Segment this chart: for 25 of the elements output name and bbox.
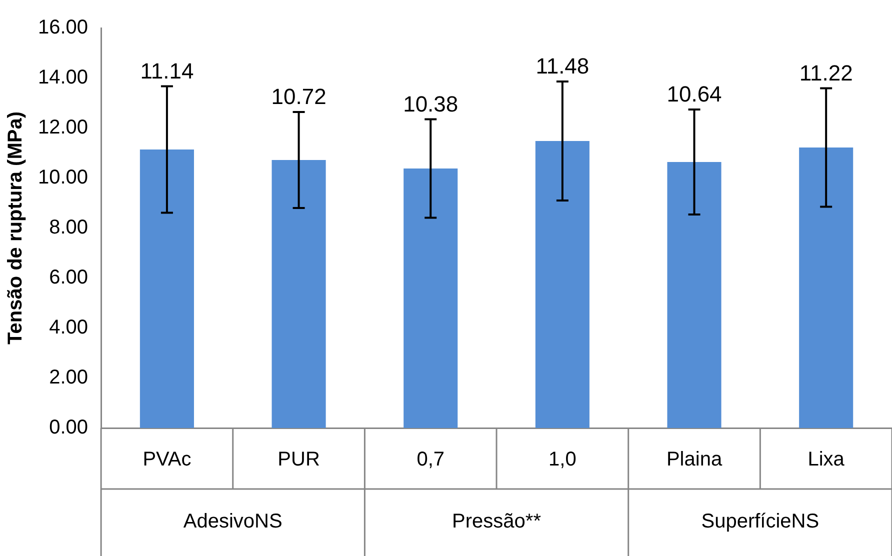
y-tick-label: 4.00 xyxy=(49,316,88,339)
y-tick-label: 0.00 xyxy=(49,416,88,439)
y-tick-label: 8.00 xyxy=(49,216,88,239)
x-tick-label: Plaina xyxy=(666,448,723,471)
x-tick-label: Lixa xyxy=(808,448,846,471)
y-axis-title: Tensão de ruptura (MPa) xyxy=(4,112,27,344)
text: SuperfícieNS xyxy=(701,510,820,533)
data-label: 11.48 xyxy=(536,54,590,79)
y-tick-label: 12.00 xyxy=(38,116,88,139)
x-tick-label: PUR xyxy=(278,448,320,471)
y-tick-label: 2.00 xyxy=(49,366,88,389)
data-label: 11.14 xyxy=(140,58,194,84)
y-tick-label: 16.00 xyxy=(38,16,88,39)
data-label: 11.22 xyxy=(799,60,853,86)
text: Pressão** xyxy=(452,510,542,533)
y-tick-label: 14.00 xyxy=(38,66,88,89)
x-tick-label: 0,7 xyxy=(416,448,445,471)
x-tick-label: 1,0 xyxy=(548,448,576,471)
data-label: 10.72 xyxy=(271,84,326,110)
x-tick-label: PVAc xyxy=(142,448,192,471)
y-tick-label: 10.00 xyxy=(38,166,88,189)
y-tick-label: 6.00 xyxy=(49,266,88,289)
text: AdesivoNS xyxy=(183,510,282,533)
data-label: 10.64 xyxy=(666,82,722,107)
data-label: 10.38 xyxy=(403,91,458,116)
